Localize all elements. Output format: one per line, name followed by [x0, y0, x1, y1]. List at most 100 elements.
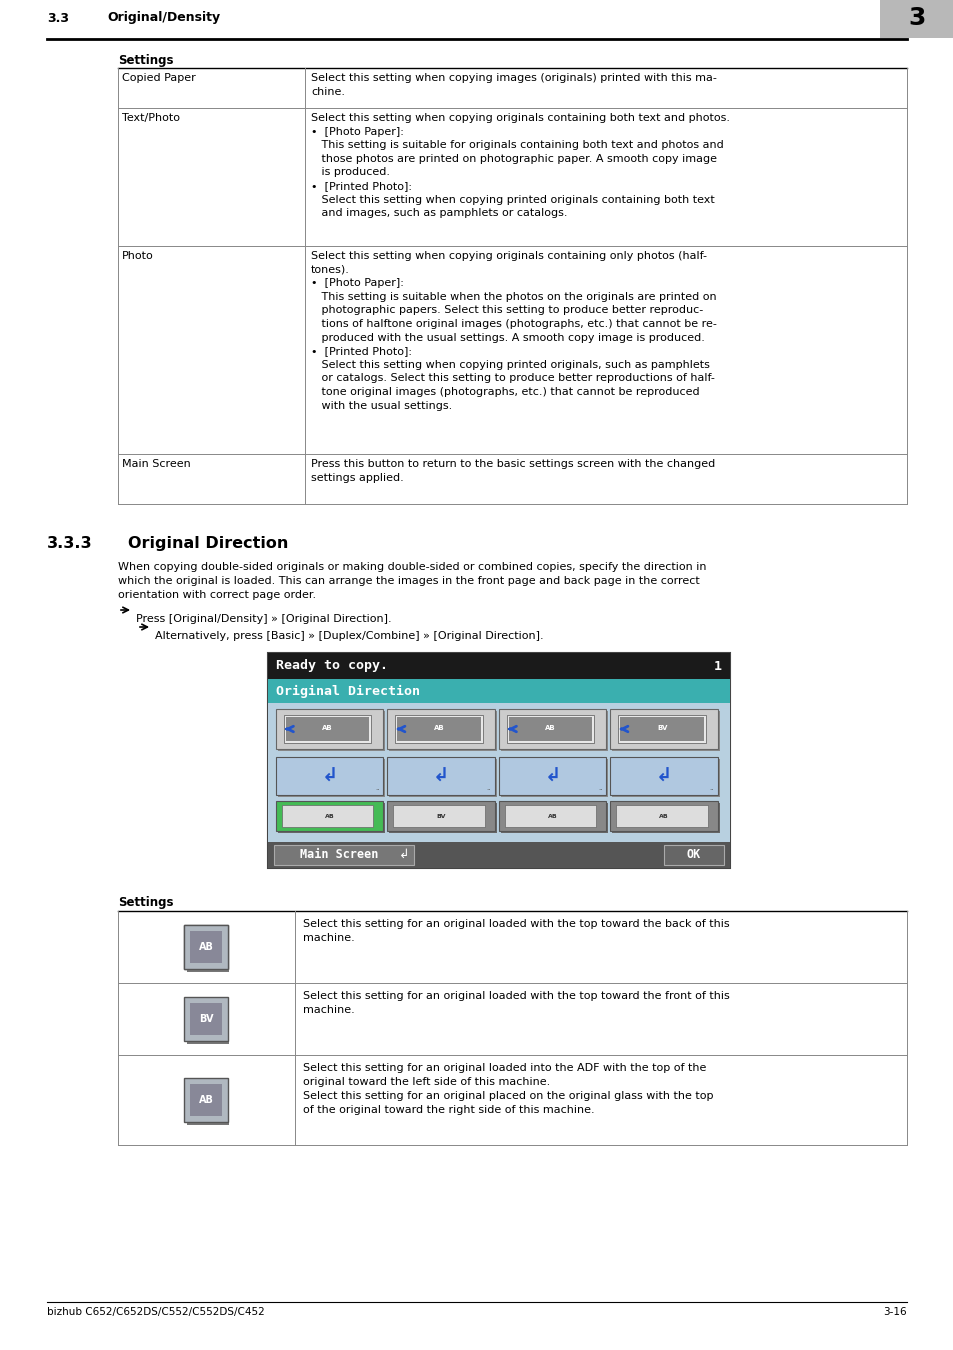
- Bar: [191, 1084, 222, 1116]
- Bar: [389, 803, 497, 833]
- Text: Settings: Settings: [118, 54, 173, 68]
- Text: AB: AB: [325, 814, 335, 818]
- Text: ↲: ↲: [398, 848, 409, 860]
- Text: bizhub C652/C652DS/C552/C552DS/C452: bizhub C652/C652DS/C552/C552DS/C452: [47, 1307, 265, 1318]
- Bar: [498, 709, 606, 749]
- Bar: [277, 759, 385, 796]
- Bar: [610, 757, 718, 795]
- Text: BV: BV: [199, 1014, 213, 1025]
- Bar: [268, 703, 729, 842]
- Text: Photo: Photo: [122, 251, 153, 261]
- Text: 3: 3: [907, 5, 924, 30]
- Bar: [879, 0, 953, 38]
- Text: Original Direction: Original Direction: [128, 536, 288, 551]
- Bar: [500, 803, 608, 833]
- Bar: [612, 759, 720, 796]
- Text: AB: AB: [547, 814, 558, 818]
- Bar: [268, 679, 729, 703]
- Text: AB: AB: [659, 814, 668, 818]
- Bar: [618, 716, 705, 742]
- Bar: [277, 711, 385, 751]
- Bar: [184, 925, 229, 969]
- Text: 1: 1: [713, 660, 721, 672]
- Text: ↲: ↲: [656, 767, 672, 786]
- Bar: [191, 1003, 222, 1035]
- Text: 3.3.3: 3.3.3: [47, 536, 92, 551]
- Bar: [619, 717, 703, 741]
- Bar: [397, 717, 480, 741]
- Bar: [274, 845, 414, 865]
- Text: Select this setting when copying images (originals) printed with this ma-
chine.: Select this setting when copying images …: [311, 73, 716, 97]
- Bar: [498, 801, 606, 832]
- Text: Original Direction: Original Direction: [275, 684, 419, 698]
- Bar: [191, 931, 222, 963]
- Bar: [188, 1002, 230, 1044]
- Bar: [663, 845, 723, 865]
- Text: ..: ..: [598, 784, 602, 791]
- Text: orientation with correct page order.: orientation with correct page order.: [118, 590, 315, 599]
- Text: Main Screen: Main Screen: [122, 459, 191, 468]
- Bar: [389, 759, 497, 796]
- Bar: [612, 803, 720, 833]
- Bar: [275, 801, 383, 832]
- Text: Settings: Settings: [118, 896, 173, 909]
- Bar: [612, 711, 720, 751]
- Text: which the original is loaded. This can arrange the images in the front page and : which the original is loaded. This can a…: [118, 576, 699, 586]
- Bar: [184, 1079, 229, 1122]
- Text: Select this setting when copying originals containing both text and photos.
•  [: Select this setting when copying origina…: [311, 113, 729, 219]
- Bar: [506, 716, 594, 742]
- Bar: [504, 805, 596, 828]
- Text: ↲: ↲: [321, 767, 337, 786]
- Bar: [275, 757, 383, 795]
- Bar: [282, 805, 374, 828]
- Text: Copied Paper: Copied Paper: [122, 73, 195, 82]
- Bar: [387, 757, 495, 795]
- Text: AB: AB: [199, 942, 213, 952]
- Bar: [277, 803, 385, 833]
- Text: Ready to copy.: Ready to copy.: [275, 660, 388, 672]
- Text: BV: BV: [657, 725, 667, 730]
- Bar: [184, 925, 229, 969]
- Text: When copying double-sided originals or making double-sided or combined copies, s: When copying double-sided originals or m…: [118, 562, 706, 572]
- Text: Press this button to return to the basic settings screen with the changed
settin: Press this button to return to the basic…: [311, 459, 715, 482]
- Text: Alternatively, press [Basic] » [Duplex/Combine] » [Original Direction].: Alternatively, press [Basic] » [Duplex/C…: [154, 630, 543, 641]
- Text: Select this setting when copying originals containing only photos (half-
tones).: Select this setting when copying origina…: [311, 251, 716, 410]
- Text: ..: ..: [709, 784, 714, 791]
- Text: 3-16: 3-16: [882, 1307, 906, 1318]
- Bar: [286, 717, 369, 741]
- Bar: [268, 842, 729, 868]
- Bar: [184, 998, 229, 1041]
- Bar: [387, 709, 495, 749]
- Text: ..: ..: [486, 784, 491, 791]
- Text: 3.3: 3.3: [47, 12, 69, 24]
- Text: AB: AB: [199, 1095, 213, 1106]
- Text: Select this setting for an original loaded with the top toward the front of this: Select this setting for an original load…: [303, 991, 729, 1015]
- Text: Original/Density: Original/Density: [107, 12, 220, 24]
- Bar: [284, 716, 371, 742]
- Bar: [395, 716, 482, 742]
- Bar: [509, 717, 592, 741]
- Text: Press [Original/Density] » [Original Direction].: Press [Original/Density] » [Original Dir…: [136, 614, 392, 624]
- Text: AB: AB: [545, 725, 556, 730]
- Text: Select this setting for an original loaded with the top toward the back of this
: Select this setting for an original load…: [303, 919, 729, 944]
- Bar: [387, 801, 495, 832]
- Bar: [268, 653, 729, 679]
- Bar: [610, 709, 718, 749]
- Bar: [268, 653, 729, 868]
- Bar: [275, 709, 383, 749]
- Bar: [389, 711, 497, 751]
- Bar: [500, 711, 608, 751]
- Text: AB: AB: [322, 725, 333, 730]
- Bar: [498, 757, 606, 795]
- Text: Text/Photo: Text/Photo: [122, 113, 180, 123]
- Bar: [393, 805, 484, 828]
- Bar: [616, 805, 707, 828]
- Text: BV: BV: [436, 814, 446, 818]
- Bar: [188, 930, 230, 972]
- Bar: [610, 801, 718, 832]
- Text: OK: OK: [686, 849, 700, 861]
- Text: ↲: ↲: [544, 767, 560, 786]
- Text: ↲: ↲: [433, 767, 449, 786]
- Bar: [188, 1083, 230, 1125]
- Text: Select this setting for an original loaded into the ADF with the top of the
orig: Select this setting for an original load…: [303, 1062, 713, 1115]
